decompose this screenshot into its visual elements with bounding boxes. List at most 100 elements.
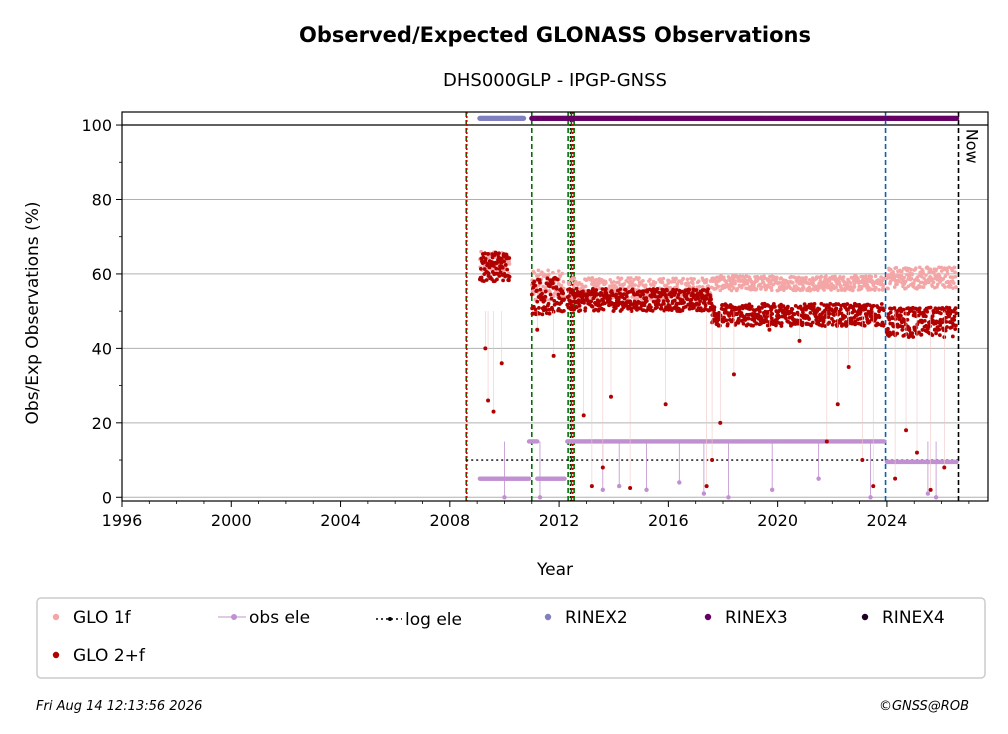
- glo2f-point: [561, 291, 566, 296]
- glo2f-point: [790, 307, 795, 312]
- now-label: Now: [962, 129, 981, 164]
- glo2f-point: [783, 316, 788, 320]
- glo1f-point: [849, 285, 854, 290]
- glo1f-point: [629, 276, 633, 280]
- glo1f-point: [641, 278, 645, 283]
- glo1f-point: [879, 275, 883, 279]
- glo1f-point: [943, 274, 948, 279]
- glo2f-point: [507, 274, 512, 279]
- glo2f-point: [495, 277, 499, 282]
- y-axis: 0 20 40 60 80 100: [81, 116, 122, 507]
- glo1f-point: [924, 273, 928, 277]
- glo2f-point: [754, 321, 759, 326]
- glo1f-point: [532, 271, 537, 275]
- glo2f-point: [808, 310, 813, 315]
- glo1f-point: [540, 270, 544, 274]
- glo2f-outlier: [600, 465, 605, 470]
- glo2f-point: [893, 317, 898, 321]
- glo1f-point: [611, 280, 616, 284]
- glo2f-point: [697, 302, 702, 307]
- legend-marker: [388, 617, 392, 621]
- glo2f-point: [544, 307, 549, 312]
- glo1f-point: [899, 269, 904, 274]
- glo1f-point: [738, 274, 742, 279]
- obs-ele-point: [535, 439, 540, 444]
- glo1f-point: [877, 287, 881, 292]
- glo2f-point: [905, 317, 910, 322]
- glo2f-point: [811, 305, 816, 309]
- glo1f-point: [560, 271, 565, 276]
- glo1f-point: [572, 285, 576, 289]
- glo2f-point: [881, 323, 886, 328]
- glo2f-point: [535, 299, 540, 304]
- glo2f-point: [937, 333, 942, 338]
- glo2f-point: [742, 315, 747, 319]
- legend-label: RINEX3: [725, 608, 788, 628]
- glo1f-point: [486, 255, 491, 260]
- glo2f-point: [532, 279, 537, 284]
- glo2f-point: [562, 297, 567, 302]
- glo2f-point: [725, 322, 730, 326]
- glo1f-point: [719, 277, 724, 282]
- glo1f-point: [660, 280, 665, 285]
- glo2f-point: [556, 292, 561, 297]
- glo2f-point: [491, 264, 496, 268]
- glo2f-point: [577, 303, 582, 308]
- y-axis-label: Obs/Exp Observations (%): [23, 202, 43, 425]
- glo2f-point: [622, 292, 626, 297]
- glo2f-point: [736, 320, 741, 325]
- glo1f-point: [777, 280, 782, 285]
- plot-frame: [121, 111, 989, 502]
- glo2f-point: [655, 305, 660, 310]
- glo2f-point: [890, 316, 895, 321]
- glo1f-point: [910, 272, 915, 276]
- obs-ele-point: [933, 495, 939, 500]
- glo2f-point: [650, 308, 655, 313]
- glo2f-point: [533, 283, 538, 288]
- glo1f-point: [950, 268, 955, 273]
- glo2f-point: [779, 324, 784, 328]
- glo2f-point: [950, 334, 955, 339]
- glo2f-point: [540, 291, 544, 296]
- glo2f-point: [826, 315, 831, 320]
- glo2f-point: [851, 304, 856, 309]
- glo2f-point: [696, 296, 700, 301]
- rinex2-point: [520, 115, 527, 121]
- glo2f-point: [662, 301, 666, 306]
- glo2f-point: [886, 326, 890, 331]
- glo1f-point: [874, 286, 878, 290]
- glo1f-point: [567, 282, 572, 287]
- glo1f-point: [536, 268, 541, 273]
- glo2f-outlier: [628, 485, 633, 490]
- obs-ele-point: [726, 495, 731, 500]
- glo2f-point: [694, 288, 699, 292]
- glo1f-point: [836, 288, 840, 293]
- glo2f-point: [887, 317, 892, 322]
- glo1f-point: [735, 287, 740, 291]
- glo2f-point: [954, 311, 959, 316]
- glo1f-point: [636, 284, 641, 288]
- glo2f-point: [834, 306, 839, 311]
- glo1f-point: [597, 281, 601, 286]
- glo2f-point: [543, 294, 548, 299]
- glo2f-point: [482, 267, 487, 271]
- chart-title: Observed/Expected GLONASS Observations: [299, 23, 811, 47]
- glo1f-point: [666, 278, 671, 283]
- glo2f-point: [616, 297, 621, 302]
- glo2f-point: [793, 303, 798, 308]
- glo1f-point: [921, 271, 926, 276]
- x-tick-label: 2020: [757, 511, 798, 530]
- glo2f-point: [689, 298, 694, 302]
- glo2f-point: [537, 311, 542, 316]
- glo1f-point: [952, 265, 957, 270]
- glo1f-point: [697, 284, 702, 289]
- glo1f-point: [679, 281, 684, 285]
- glo2f-outlier: [893, 476, 898, 481]
- glo1f-point: [895, 282, 899, 287]
- legend-marker: [861, 613, 869, 621]
- glo2f-point: [771, 302, 776, 306]
- glo2f-point: [614, 292, 619, 297]
- glo2f-point: [777, 315, 781, 320]
- glo2f-point: [551, 281, 555, 286]
- glo2f-outlier: [731, 372, 736, 377]
